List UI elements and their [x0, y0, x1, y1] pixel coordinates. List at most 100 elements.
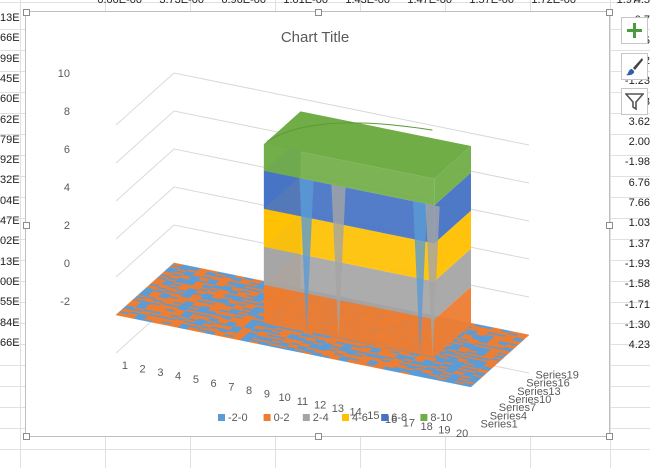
sheet-cell-right[interactable]: -1.58 — [624, 278, 650, 291]
series-tick-label: Series13 — [517, 386, 560, 398]
x-tick-label: 6 — [211, 378, 217, 390]
x-tick-label: 4 — [175, 371, 181, 383]
sheet-cell-top[interactable]: 1.57E-00 — [469, 0, 514, 6]
sheet-cell-left[interactable]: 79E — [0, 133, 20, 146]
sheet-cell-top[interactable]: 6.96E-00 — [221, 0, 266, 6]
sheet-cell-left[interactable]: 55E — [0, 296, 20, 309]
sheet-cell-right[interactable]: 4.23 — [628, 339, 650, 352]
sheet-cell-right[interactable]: 6.76 — [628, 176, 650, 189]
legend-label: 8-10 — [430, 412, 452, 424]
x-tick-label: 7 — [228, 381, 234, 393]
x-tick-label: 15 — [367, 410, 379, 422]
resize-handle[interactable] — [23, 9, 30, 16]
legend-entry: 0-2 — [263, 412, 290, 424]
sheet-cell-left[interactable]: 66E — [0, 336, 20, 349]
sheet-cell-left[interactable]: 04E — [0, 194, 20, 207]
resize-handle[interactable] — [606, 222, 613, 229]
chart-filters-button[interactable] — [621, 88, 648, 115]
sheet-cell-top[interactable]: 1.72E-00 — [531, 0, 576, 6]
sheet-cell-right[interactable]: 1.03 — [628, 217, 650, 230]
x-tick-label: 2 — [140, 363, 146, 375]
x-tick-label: 1 — [122, 360, 128, 372]
legend-label: 6-8 — [391, 412, 407, 424]
plateau-right-face — [434, 146, 471, 206]
surface-spike — [425, 203, 440, 358]
chart-area[interactable]: Chart Title 1 2 3 4 5 6 7 8 9 10 11 12 13 14 15 16 17 18 1… — [23, 9, 613, 440]
legend[interactable]: -2-0 0-2 2-4 4-6 6-8 8-10 — [218, 412, 452, 424]
x-tick-label: 14 — [349, 407, 361, 419]
resize-handle[interactable] — [23, 222, 30, 229]
legend-swatch — [342, 414, 349, 421]
plus-icon — [627, 23, 642, 38]
sheet-cell-left[interactable]: 66E — [0, 32, 20, 45]
legend-label: -2-0 — [228, 412, 248, 424]
sheet-cell-left[interactable]: 00E — [0, 275, 20, 288]
plateau-right-face — [434, 172, 471, 244]
chart-elements-button[interactable] — [621, 17, 648, 44]
sheet-cell-top[interactable]: 1.43E-00 — [345, 0, 390, 6]
x-tick-label: 20 — [456, 428, 468, 438]
surface-spike — [331, 184, 346, 338]
z-tick-label: 6 — [64, 144, 70, 156]
sheet-cell-top[interactable]: 1.01E-00 — [283, 0, 328, 6]
series-tick-label: Series1 — [481, 419, 518, 431]
sheet-cell-right[interactable]: -1.93 — [624, 257, 650, 270]
resize-handle[interactable] — [315, 9, 322, 16]
resize-handle[interactable] — [606, 9, 613, 16]
sheet-cell-left[interactable]: 13E — [0, 12, 20, 24]
series-tick-label: Series16 — [526, 378, 569, 390]
sheet-cell-left[interactable]: 47E — [0, 215, 20, 227]
surface-chart: Chart Title 1 2 3 4 5 6 7 8 9 10 11 12 13 14 15 16 17 18 1… — [58, 29, 579, 440]
sheet-cell-left[interactable]: 32E — [0, 174, 20, 187]
sheet-cell-left[interactable]: 13E — [0, 255, 20, 268]
x-tick-label: 13 — [332, 403, 344, 415]
x-tick-label: 12 — [314, 399, 326, 411]
chart-title[interactable]: Chart Title — [281, 29, 349, 46]
z-tick-label: -2 — [60, 296, 70, 308]
resize-handle[interactable] — [23, 433, 30, 440]
x-tick-label: 3 — [157, 367, 163, 379]
sheet-cell-left[interactable]: 60E — [0, 93, 20, 106]
sheet-cell-right[interactable]: 3.62 — [628, 115, 650, 128]
plateau-right-face — [434, 210, 471, 282]
sheet-cell-left[interactable]: 45E — [0, 72, 20, 85]
axis-labels: 1 2 3 4 5 6 7 8 9 10 11 12 13 14 15 16 17 18 19 20Series1Se… — [58, 68, 579, 440]
sheet-cell-left[interactable]: 02E — [0, 235, 20, 248]
resize-handle[interactable] — [315, 433, 322, 440]
legend-label: 0-2 — [274, 412, 290, 424]
funnel-icon — [625, 93, 644, 111]
z-tick-label: 8 — [64, 106, 70, 118]
resize-handle[interactable] — [606, 433, 613, 440]
legend-entry: 2-4 — [302, 412, 329, 424]
sheet-cell-right[interactable]: 2.00 — [628, 136, 650, 149]
chart-styles-button[interactable] — [621, 53, 648, 80]
x-tick-label: 11 — [297, 396, 308, 408]
z-tick-label: 0 — [64, 258, 70, 270]
sheet-cell-top[interactable]: 0.00E-00 — [97, 0, 142, 6]
sheet-cell-right[interactable]: -1.71 — [624, 298, 650, 311]
x-tick-label: 9 — [264, 389, 270, 401]
sheet-cell-top[interactable]: 1.97 — [616, 0, 638, 6]
series-tick-label: Series10 — [508, 394, 551, 406]
sheet-cell-right[interactable]: 4.5 — [634, 0, 650, 6]
sheet-cell-top[interactable]: 1.47E-00 — [407, 0, 452, 6]
series-tick-label: Series7 — [499, 402, 536, 414]
legend-label: 4-6 — [352, 412, 368, 424]
sheet-cell-left[interactable]: 84E — [0, 316, 20, 329]
series-tick-label: Series4 — [490, 410, 527, 422]
sheet-cell-top[interactable]: 3.73E-00 — [159, 0, 204, 6]
z-tick-label: 10 — [58, 68, 70, 80]
plateau-top-ridge — [266, 122, 433, 142]
z-gridline — [115, 72, 530, 146]
sheet-cell-right[interactable]: -1.30 — [624, 318, 650, 331]
sheet-cell-left[interactable]: 92E — [0, 154, 20, 167]
sheet-cell-right[interactable]: 7.66 — [628, 197, 650, 209]
sheet-cell-left[interactable]: 99E — [0, 52, 20, 65]
sheet-cell-left[interactable]: 62E — [0, 113, 20, 126]
legend-swatch — [381, 414, 389, 421]
sheet-column-line — [20, 0, 21, 468]
sheet-cell-right[interactable]: -1.98 — [624, 156, 650, 169]
sheet-cell-right[interactable]: 1.37 — [628, 237, 650, 250]
plateau-top — [263, 111, 471, 179]
series-tick-label: Series19 — [536, 369, 579, 381]
